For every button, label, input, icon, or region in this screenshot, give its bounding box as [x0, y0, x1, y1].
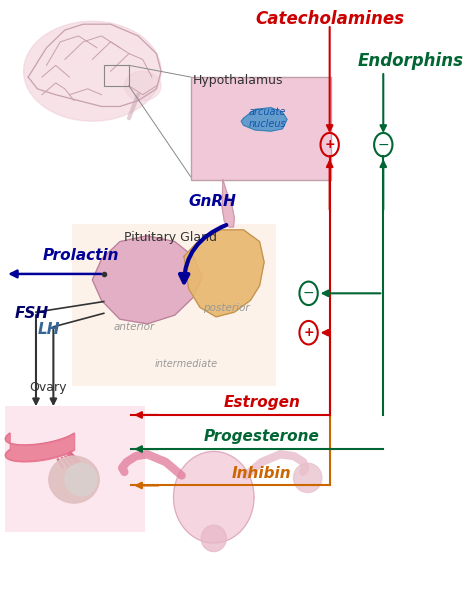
Polygon shape [222, 180, 234, 227]
Polygon shape [92, 236, 202, 324]
FancyBboxPatch shape [191, 77, 330, 180]
Text: −: − [303, 286, 314, 300]
Text: +: + [303, 326, 314, 339]
Text: LH: LH [37, 322, 60, 337]
FancyBboxPatch shape [72, 224, 275, 386]
Ellipse shape [173, 452, 254, 543]
Text: Hypothalamus: Hypothalamus [193, 74, 283, 87]
Text: +: + [324, 138, 335, 151]
Text: Progesterone: Progesterone [204, 429, 320, 444]
Text: Prolactin: Prolactin [43, 249, 119, 263]
Text: −: − [377, 138, 389, 151]
Text: Catecholamines: Catecholamines [255, 11, 404, 28]
Text: posterior: posterior [203, 303, 249, 313]
Text: Estrogen: Estrogen [223, 395, 301, 411]
Bar [104, 65, 129, 86]
Ellipse shape [124, 71, 161, 101]
Text: Inhibin: Inhibin [232, 466, 292, 481]
Text: Ovary: Ovary [29, 381, 67, 394]
Ellipse shape [49, 456, 99, 503]
Text: GnRH: GnRH [189, 194, 237, 209]
Ellipse shape [24, 21, 161, 121]
Polygon shape [241, 108, 287, 131]
Text: FSH: FSH [14, 306, 48, 321]
Polygon shape [184, 230, 264, 317]
Ellipse shape [293, 463, 322, 492]
Text: Pituitary Gland: Pituitary Gland [124, 231, 218, 244]
FancyBboxPatch shape [5, 406, 145, 532]
Text: anterior: anterior [114, 322, 155, 332]
Ellipse shape [201, 525, 227, 551]
Ellipse shape [65, 464, 97, 496]
Text: intermediate: intermediate [155, 359, 218, 369]
Text: Endorphins: Endorphins [358, 52, 464, 70]
Text: arcuate
nucleus: arcuate nucleus [248, 107, 286, 129]
